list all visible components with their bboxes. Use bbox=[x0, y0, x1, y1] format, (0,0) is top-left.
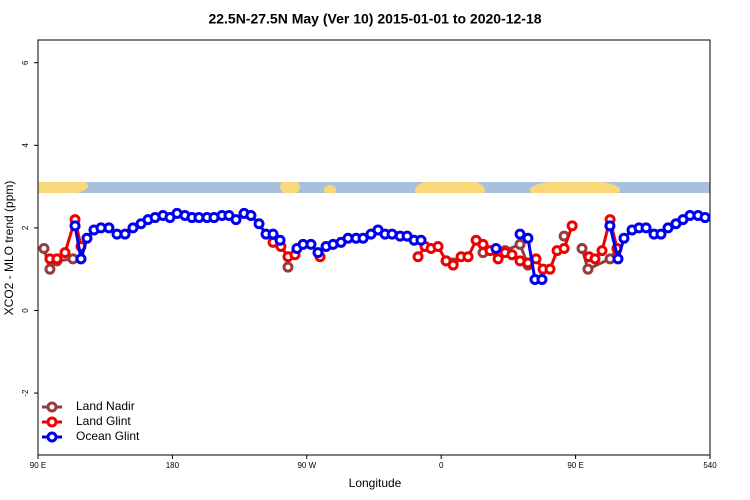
legend-marker bbox=[46, 401, 58, 413]
y-tick-label: 2 bbox=[21, 225, 30, 230]
point bbox=[576, 243, 588, 255]
point bbox=[699, 212, 711, 224]
point bbox=[522, 232, 534, 244]
legend-marker bbox=[46, 416, 58, 428]
point bbox=[412, 251, 424, 263]
point bbox=[492, 253, 504, 265]
point bbox=[462, 251, 474, 263]
point bbox=[640, 222, 652, 234]
legend-marker bbox=[46, 431, 58, 443]
y-axis-label: XCO2 - MLO trend (ppm) bbox=[2, 181, 16, 316]
x-axis-label: Longitude bbox=[349, 476, 402, 490]
point bbox=[119, 228, 131, 240]
point bbox=[75, 253, 87, 265]
point bbox=[38, 243, 50, 255]
y-tick-label: 4 bbox=[21, 143, 30, 148]
point bbox=[357, 232, 369, 244]
point bbox=[477, 238, 489, 250]
point bbox=[432, 240, 444, 252]
point bbox=[490, 243, 502, 255]
x-tick-label: 0 bbox=[439, 461, 444, 470]
point bbox=[274, 234, 286, 246]
point bbox=[59, 247, 71, 259]
x-tick-label: 90 W bbox=[297, 461, 316, 470]
point bbox=[558, 243, 570, 255]
point bbox=[596, 245, 608, 257]
point bbox=[514, 238, 526, 250]
y-tick-label: 6 bbox=[21, 60, 30, 65]
point bbox=[81, 232, 93, 244]
point bbox=[267, 228, 279, 240]
point bbox=[245, 209, 257, 221]
point bbox=[127, 222, 139, 234]
point bbox=[582, 263, 594, 275]
point bbox=[44, 263, 56, 275]
point bbox=[536, 274, 548, 286]
point bbox=[655, 228, 667, 240]
point bbox=[544, 263, 556, 275]
point bbox=[230, 214, 242, 226]
plot-frame bbox=[37, 39, 711, 456]
point bbox=[312, 247, 324, 259]
point bbox=[51, 253, 63, 265]
point bbox=[69, 220, 81, 232]
point bbox=[612, 253, 624, 265]
x-tick-label: 540 bbox=[703, 461, 717, 470]
point bbox=[305, 238, 317, 250]
x-tick-label: 180 bbox=[166, 461, 180, 470]
point bbox=[282, 261, 294, 273]
legend-label: Land Nadir bbox=[76, 399, 135, 413]
x-tick-label: 90 E bbox=[30, 461, 46, 470]
point bbox=[506, 249, 518, 261]
y-tick-label: -2 bbox=[21, 389, 30, 397]
map-strip bbox=[38, 182, 710, 193]
point bbox=[566, 220, 578, 232]
point bbox=[447, 259, 459, 271]
point bbox=[415, 234, 427, 246]
point bbox=[662, 222, 674, 234]
legend-label: Land Glint bbox=[76, 414, 131, 428]
point bbox=[589, 253, 601, 265]
x-tick-label: 90 E bbox=[567, 461, 583, 470]
y-tick-label: 0 bbox=[21, 308, 30, 313]
point bbox=[253, 218, 265, 230]
point bbox=[514, 228, 526, 240]
point bbox=[604, 220, 616, 232]
point bbox=[103, 222, 115, 234]
chart-title: 22.5N-27.5N May (Ver 10) 2015-01-01 to 2… bbox=[208, 11, 541, 27]
legend-label: Ocean Glint bbox=[76, 429, 140, 443]
point bbox=[618, 232, 630, 244]
